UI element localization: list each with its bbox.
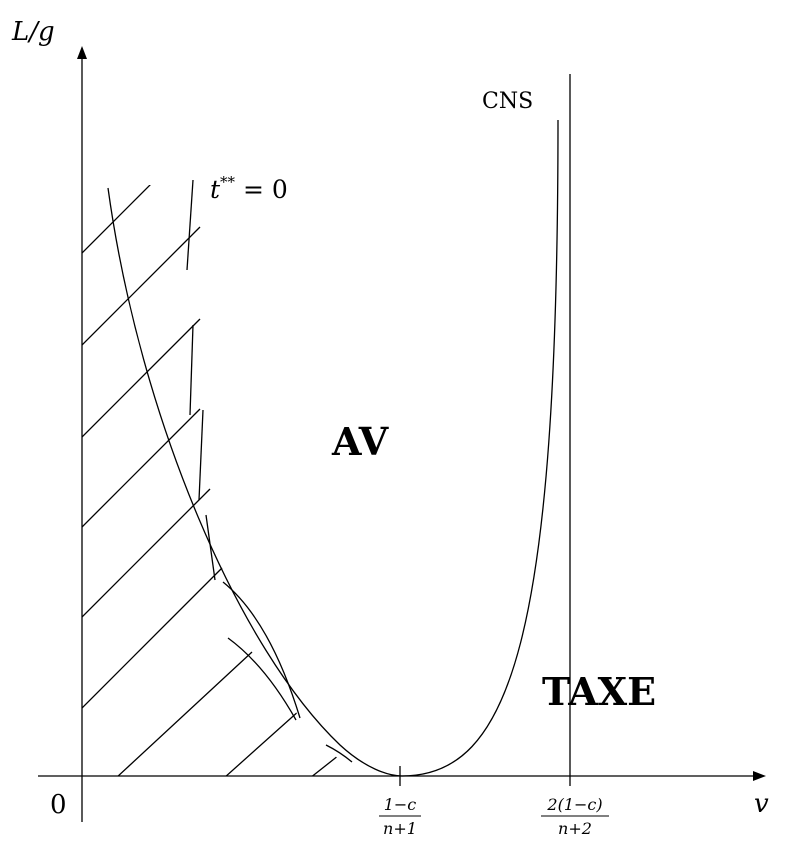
t-zero-label: t** = 0	[210, 173, 288, 204]
tick-label-2-numerator: 2(1−c)	[546, 795, 602, 814]
x-axis-label: v	[754, 789, 769, 819]
av-region-label: AV	[331, 419, 390, 464]
t-zero-boundary	[186, 179, 353, 763]
taxe-region-label: TAXE	[542, 669, 656, 714]
tick-label-1-denominator: n+1	[383, 819, 417, 838]
x-axis-arrowhead	[753, 771, 766, 781]
y-axis-label: L/g	[11, 17, 55, 47]
t-zero-label-sup: **	[220, 173, 236, 191]
tick-label-1: 1−c n+1	[379, 795, 421, 838]
y-axis-arrowhead	[77, 46, 87, 59]
t-zero-label-base: t	[210, 175, 221, 204]
tick-label-1-numerator: 1−c	[384, 795, 417, 814]
u-curve-left-branch	[107, 187, 403, 777]
hatched-region	[82, 185, 349, 776]
cns-curve	[401, 119, 559, 777]
tick-label-2-denominator: n+2	[558, 819, 592, 838]
origin-label: 0	[50, 790, 67, 820]
t-zero-label-rest: = 0	[235, 175, 288, 204]
cns-label: CNS	[482, 89, 533, 114]
tick-label-2: 2(1−c) n+2	[541, 795, 609, 838]
